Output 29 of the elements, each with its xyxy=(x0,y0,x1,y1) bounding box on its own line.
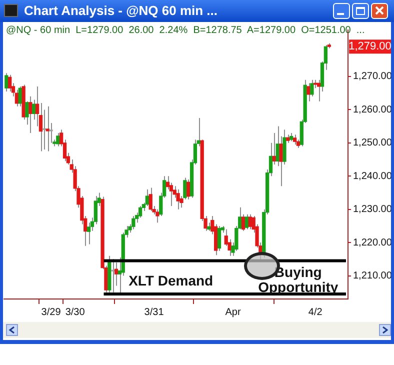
x-tick-label: 3/30 xyxy=(65,306,86,318)
candlestick xyxy=(244,214,249,230)
candlestick xyxy=(186,178,190,200)
candlestick xyxy=(138,206,142,218)
candlestick xyxy=(56,132,60,147)
candlestick xyxy=(148,187,152,212)
candlestick xyxy=(176,188,180,210)
text: 1,279.00 xyxy=(348,40,392,53)
candlestick xyxy=(224,228,228,246)
candlestick xyxy=(272,132,276,165)
x-tick-label: 4/2 xyxy=(308,306,323,318)
candlestick xyxy=(145,188,149,207)
candlestick xyxy=(28,96,32,134)
candlestick xyxy=(49,122,53,144)
candlestick xyxy=(316,79,321,102)
chart-title: Chart Analysis - @NQ 60 min ... xyxy=(24,3,218,18)
candlestick xyxy=(4,72,8,92)
candlestick xyxy=(292,134,297,146)
candlestick xyxy=(46,106,50,152)
candlestick xyxy=(132,215,136,230)
candlestick xyxy=(32,99,36,120)
x-tick-label: 3/29 xyxy=(41,306,62,318)
annotation: XLT Demand xyxy=(128,272,214,288)
candlestick xyxy=(217,225,222,252)
candlestick xyxy=(306,82,310,102)
candlestick xyxy=(248,214,252,230)
x-tick-label: 3/31 xyxy=(144,306,164,318)
chart-subtitle: @NQ - 60 min L=1279.00 26.00 2.24% B=1278.75 A=1279.00 O=1251.00 ... xyxy=(6,25,365,36)
x-tick-label: Apr xyxy=(225,306,242,318)
